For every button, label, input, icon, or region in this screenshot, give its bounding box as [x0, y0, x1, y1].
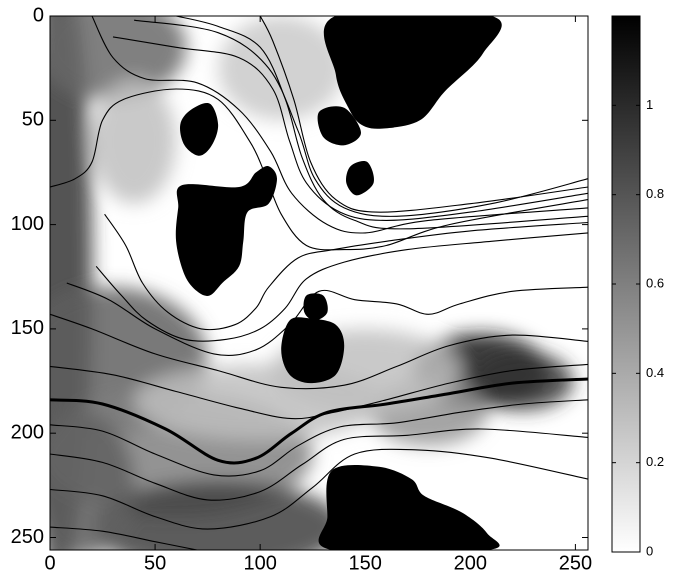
contour-line-0: [50, 88, 588, 251]
colorbar-tick-label-1: 1: [646, 97, 653, 112]
contour-line-8: [66, 282, 588, 356]
colorbar-tick-label-0.8: 0.8: [646, 186, 664, 201]
obstacle-top-right-tail: [317, 106, 361, 146]
x-tick-label-100: 100: [243, 553, 276, 575]
density-blob-13: [491, 464, 588, 550]
density-blob-4: [50, 412, 135, 550]
x-tick-label-250: 250: [559, 553, 592, 575]
contour-line-5: [259, 16, 588, 213]
contour-line-6: [104, 213, 588, 331]
contour-line-15: [50, 526, 198, 550]
contour-line-9: [50, 313, 588, 390]
y-tick-label-150: 150: [11, 317, 44, 339]
contour-line-4: [134, 19, 588, 217]
obstacle-top-right-block: [323, 16, 502, 129]
obstacle-upper-left-blob: [180, 102, 219, 156]
y-tick-label-100: 100: [11, 213, 44, 235]
contour-line-11: [50, 377, 588, 465]
obstacle-small-right-blob: [346, 160, 375, 196]
obstacle-bottom-block: [318, 465, 500, 550]
density-blob-10: [50, 16, 187, 100]
colorbar: 0 0.2 0.4 0.6 0.8 1: [611, 15, 664, 558]
obstacle-center-blob-tail: [303, 293, 328, 321]
x-tick-label-50: 50: [144, 553, 166, 575]
x-tick-label-0: 0: [44, 553, 55, 575]
plot-frame: [49, 15, 589, 551]
density-blob-12: [218, 16, 345, 121]
colorbar-tick-label-0.2: 0.2: [646, 454, 664, 469]
contour-line-12: [50, 399, 588, 477]
obstacle-center-blob: [281, 317, 345, 384]
contour-line-7: [95, 232, 588, 342]
y-axis: 0 50 100 150 200 250: [11, 4, 588, 548]
y-tick-label-0: 0: [33, 4, 44, 26]
contour-line-3: [112, 36, 588, 221]
colorbar-gradient: [612, 16, 640, 552]
density-blob-9: [134, 364, 387, 440]
colorbar-tick-label-0: 0: [646, 543, 653, 558]
heatmap-plot-area: [49, 15, 589, 551]
density-blob-3: [92, 481, 345, 550]
density-blob-11: [92, 78, 177, 204]
contour-lines: [50, 16, 588, 550]
contour-line-13: [50, 428, 588, 501]
contour-line-14: [50, 448, 588, 530]
y-tick-label-50: 50: [22, 109, 44, 131]
contour-line-2: [175, 16, 588, 230]
x-tick-label-150: 150: [349, 553, 382, 575]
contour-line-1: [91, 16, 588, 234]
density-field: [50, 16, 588, 550]
x-axis: 0 50 100 150 200 250: [44, 16, 592, 575]
colorbar-tick-label-0.4: 0.4: [646, 365, 664, 380]
y-tick-label-250: 250: [11, 526, 44, 548]
colorbar-ticks: 0 0.2 0.4 0.6 0.8 1: [612, 97, 664, 558]
x-tick-label-200: 200: [454, 553, 487, 575]
colorbar-tick-label-0.6: 0.6: [646, 275, 664, 290]
obstacles: [175, 16, 502, 550]
y-tick-label-200: 200: [11, 421, 44, 443]
obstacle-left-block: [175, 166, 277, 296]
